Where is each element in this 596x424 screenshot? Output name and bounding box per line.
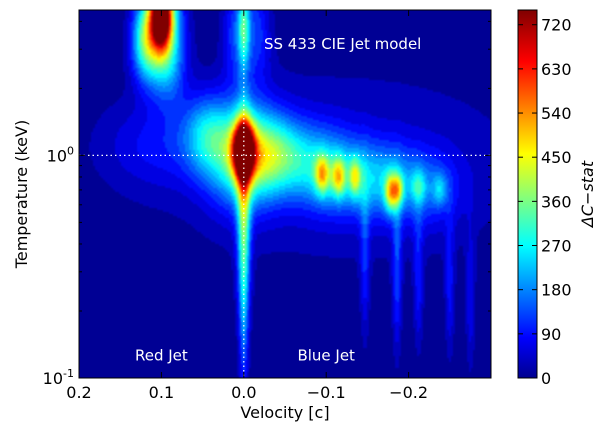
y-axis-ticks: 10-1 100 bbox=[43, 20, 491, 388]
y-tick-label: 100 bbox=[47, 144, 74, 165]
x-tick-label: 0.2 bbox=[66, 383, 91, 402]
x-tick-label: −0.1 bbox=[307, 383, 346, 402]
colorbar-tick-label: 180 bbox=[541, 281, 572, 300]
plot-frame bbox=[78, 9, 492, 379]
colorbar-tick-label: 540 bbox=[541, 104, 572, 123]
x-axis-label: Velocity [c] bbox=[240, 403, 329, 422]
x-tick-label: 0.0 bbox=[231, 383, 256, 402]
colorbar-tick-label: 270 bbox=[541, 237, 572, 256]
colorbar-label: ΔC−stat bbox=[578, 160, 596, 229]
annotation-label: Blue Jet bbox=[297, 346, 355, 364]
chart-title: SS 433 CIE Jet model bbox=[264, 35, 421, 53]
annotation-label: Red Jet bbox=[135, 346, 188, 364]
y-axis-label: Temperature (keV) bbox=[12, 120, 31, 269]
reference-lines bbox=[79, 10, 491, 378]
x-tick-label: 0.1 bbox=[149, 383, 174, 402]
colorbar-tick-label: 720 bbox=[541, 16, 572, 35]
y-tick-label: 10-1 bbox=[43, 367, 74, 388]
x-axis-ticks: 0.2 0.1 0.0 −0.1 −0.2 bbox=[66, 10, 428, 402]
colorbar: 0 90 180 270 360 450 540 630 720 ΔC−stat bbox=[517, 9, 596, 388]
heatmap-image bbox=[79, 10, 491, 378]
colorbar-gradient bbox=[517, 9, 538, 379]
x-tick-label: −0.2 bbox=[389, 383, 428, 402]
colorbar-tick-label: 630 bbox=[541, 60, 572, 79]
colorbar-tick-label: 0 bbox=[541, 369, 551, 388]
colorbar-ticks: 0 90 180 270 360 450 540 630 720 bbox=[518, 16, 572, 388]
plot-area: 0.2 0.1 0.0 −0.1 −0.2 10-1 100 Red Jet Blue Je… bbox=[43, 9, 492, 402]
annotations: Red Jet Blue Jet SS 433 CIE Jet model bbox=[135, 35, 421, 364]
colorbar-tick-label: 450 bbox=[541, 148, 572, 167]
colorbar-tick-label: 360 bbox=[541, 192, 572, 211]
colorbar-tick-label: 90 bbox=[541, 325, 561, 344]
